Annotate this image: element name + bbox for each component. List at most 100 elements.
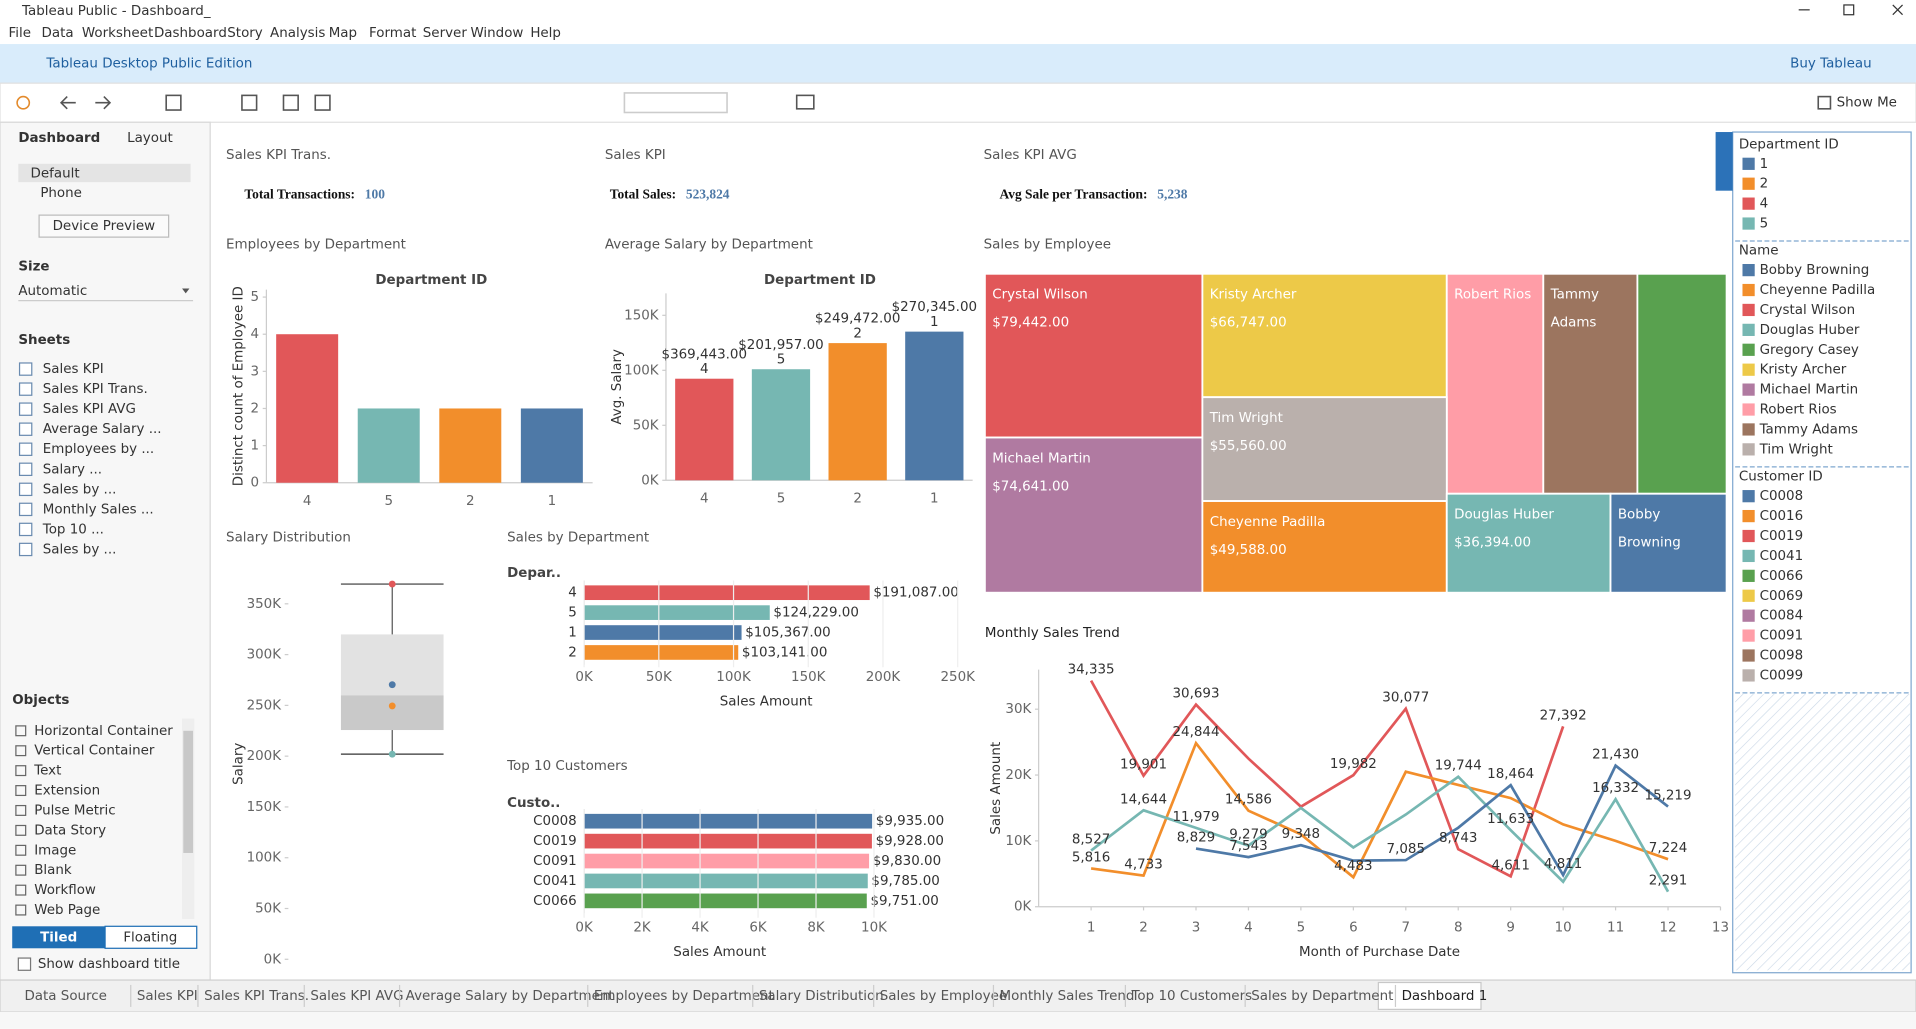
legend-item[interactable]: Crystal Wilson — [1760, 303, 1856, 318]
legend-item[interactable]: C0008 — [1760, 489, 1804, 504]
sheet-item[interactable]: Monthly Sales ... — [43, 502, 154, 517]
sheet-tab[interactable]: Sales by Department — [1251, 989, 1393, 1004]
sheet-tab[interactable]: Average Salary by Department — [406, 989, 614, 1004]
legend-item[interactable]: Bobby Browning — [1760, 263, 1870, 278]
sheet-item[interactable]: Employees by ... — [43, 442, 154, 457]
treemap-cell — [983, 272, 1204, 439]
tiled-button[interactable] — [12, 926, 106, 949]
chart-title: Employees by Department — [226, 237, 406, 252]
tableau-logo[interactable] — [16, 95, 31, 110]
undo[interactable] — [59, 96, 76, 110]
menu-item[interactable]: Worksheet — [82, 26, 153, 41]
sheet-item[interactable]: Salary ... — [43, 462, 102, 477]
legend-item[interactable]: Cheyenne Padilla — [1760, 283, 1876, 298]
maximize[interactable] — [1843, 4, 1855, 16]
object-item[interactable]: Text — [33, 764, 61, 779]
legend-item[interactable]: 5 — [1760, 217, 1769, 232]
presentation[interactable] — [795, 94, 815, 110]
device-preview-button[interactable] — [38, 214, 170, 238]
object-item[interactable]: Workflow — [34, 883, 96, 898]
menu-item[interactable]: Help — [530, 26, 561, 41]
sheet-tab[interactable]: Top 10 Customers — [1131, 989, 1253, 1004]
show-me-button[interactable]: Show Me — [1837, 96, 1897, 111]
close[interactable] — [1892, 4, 1903, 16]
sheet-tab[interactable]: Employees by Department — [594, 989, 774, 1004]
sheet-tab[interactable]: Sales KPI — [137, 989, 198, 1004]
sheet-item[interactable]: Sales by ... — [43, 542, 117, 557]
y-tick-label: 100K — [247, 851, 283, 866]
legend-item[interactable]: C0084 — [1760, 609, 1804, 624]
size-dropdown[interactable] — [182, 288, 190, 294]
sheet-item[interactable]: Sales KPI — [43, 362, 104, 377]
new-sheet[interactable] — [241, 94, 258, 111]
legend-item[interactable]: Gregory Casey — [1760, 343, 1859, 358]
legend-item[interactable]: C0099 — [1760, 668, 1804, 683]
object-item[interactable]: Horizontal Container — [34, 724, 173, 739]
object-item[interactable]: Extension — [34, 784, 100, 799]
object-item[interactable]: Data Story — [34, 823, 106, 838]
legend-swatch — [1742, 509, 1755, 523]
legend-item[interactable]: Michael Martin — [1760, 383, 1859, 398]
show-me-icon[interactable] — [1817, 95, 1832, 110]
sheet-tab[interactable]: Sales KPI Trans. — [204, 989, 309, 1004]
legend-item[interactable]: Tammy Adams — [1759, 422, 1858, 437]
duplicate[interactable] — [282, 94, 299, 111]
device-option[interactable]: Phone — [40, 186, 82, 201]
panel-tab[interactable]: Layout — [127, 131, 173, 146]
sheet-item[interactable]: Sales by ... — [43, 482, 117, 497]
object-item[interactable]: Blank — [34, 863, 72, 878]
point-label: 19,744 — [1435, 759, 1482, 774]
legend-item[interactable]: Kristy Archer — [1760, 363, 1847, 378]
object-item[interactable]: Pulse Metric — [34, 803, 115, 818]
device-option[interactable]: Default — [31, 167, 80, 182]
clear[interactable] — [314, 94, 331, 111]
menu-item[interactable]: Dashboard — [154, 26, 227, 41]
legend-item[interactable]: C0091 — [1760, 629, 1804, 644]
buy-button[interactable]: Buy Tableau — [1790, 57, 1871, 72]
legend-item[interactable]: C0069 — [1760, 589, 1804, 604]
menu-item[interactable]: Server — [423, 26, 468, 41]
sheet-tab[interactable]: Sales by Employee — [880, 989, 1007, 1004]
menu-item[interactable]: Format — [369, 26, 416, 41]
menu-item[interactable]: Analysis — [270, 26, 325, 41]
sheet-tab[interactable]: Sales KPI AVG — [310, 989, 403, 1004]
legend-item[interactable]: Robert Rios — [1760, 403, 1837, 418]
kpi-label: Total Transactions: — [244, 187, 355, 202]
bar-value-label: $9,785.00 — [871, 874, 939, 889]
legend-item[interactable]: C0041 — [1760, 549, 1804, 564]
legend-item[interactable]: 2 — [1760, 177, 1769, 192]
panel-tab[interactable]: Dashboard — [18, 131, 100, 146]
floating-button[interactable] — [104, 925, 198, 949]
legend-item[interactable]: C0016 — [1760, 509, 1804, 524]
object-item[interactable]: Web Page — [34, 903, 100, 918]
sheet-tab[interactable]: Salary Distribution — [759, 989, 884, 1004]
object-icon — [15, 765, 27, 777]
sheet-tab[interactable]: Dashboard 1 — [1402, 989, 1488, 1004]
menu-item[interactable]: Data — [42, 26, 74, 41]
save[interactable] — [165, 94, 182, 111]
show-title-checkbox[interactable] — [17, 957, 32, 971]
menu-item[interactable]: Window — [470, 26, 523, 41]
sheet-item[interactable]: Sales KPI AVG — [43, 402, 136, 417]
object-item[interactable]: Image — [34, 843, 76, 858]
menu-item[interactable]: File — [9, 26, 32, 41]
kpi-title: Sales KPI AVG — [984, 148, 1077, 163]
legend-item[interactable]: Tim Wright — [1759, 442, 1833, 457]
sheet-tab[interactable]: Monthly Sales Trend — [1000, 989, 1135, 1004]
sheet-item[interactable]: Sales KPI Trans. — [43, 382, 148, 397]
sheet-item[interactable]: Top 10 ... — [42, 522, 104, 537]
object-item[interactable]: Vertical Container — [34, 744, 155, 759]
redo[interactable] — [95, 96, 112, 110]
legend-item[interactable]: C0098 — [1760, 649, 1804, 664]
objects-scroll-thumb[interactable] — [183, 730, 194, 853]
legend-item[interactable]: 4 — [1760, 197, 1769, 212]
legend-item[interactable]: 1 — [1760, 157, 1769, 172]
fit-dropdown[interactable] — [623, 92, 728, 114]
legend-item[interactable]: C0019 — [1760, 529, 1804, 544]
legend-item[interactable]: C0066 — [1760, 569, 1804, 584]
menu-item[interactable]: Story — [227, 26, 263, 41]
legend-item[interactable]: Douglas Huber — [1760, 323, 1860, 338]
sheet-item[interactable]: Average Salary ... — [43, 422, 162, 437]
sheet-tab[interactable]: Data Source — [24, 989, 107, 1004]
menu-item[interactable]: Map — [329, 26, 357, 41]
